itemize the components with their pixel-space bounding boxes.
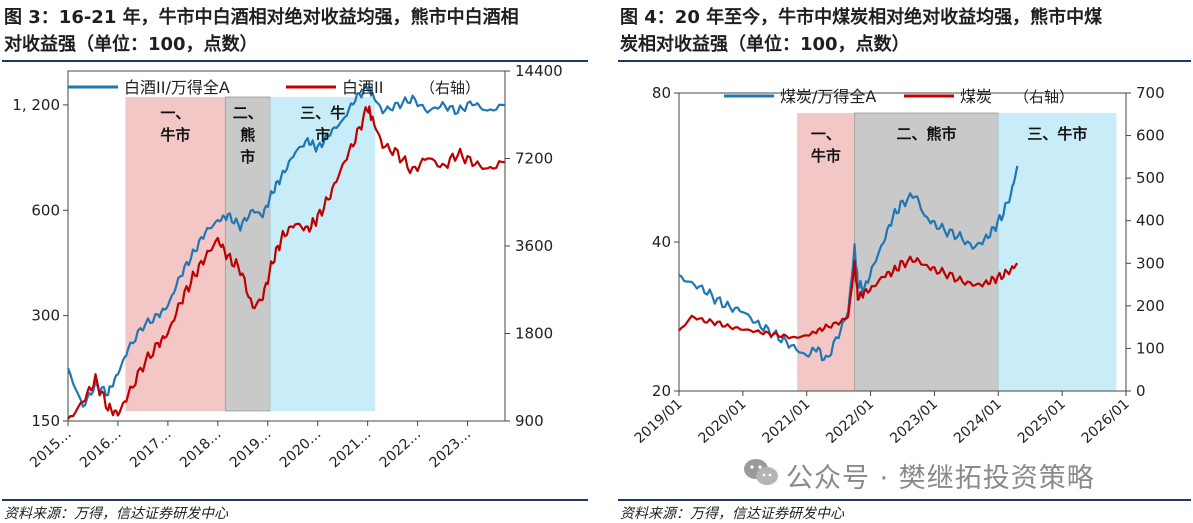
left-chart-legend-label-2: 白酒II	[342, 78, 383, 97]
right-chart-x-tick-label: 2023/01	[887, 396, 941, 447]
left-chart-shaded-region-3	[270, 97, 376, 411]
left-chart-y-left-tick-label: 150	[31, 412, 60, 430]
right-chart-region-1-label-2: 牛市	[811, 147, 841, 165]
right-chart-y-right-tick-label: 500	[1136, 169, 1165, 187]
left-chart-legend-label-1: 白酒II/万得全A	[124, 78, 230, 97]
right-chart-legend-label-1: 煤炭/万得全A	[780, 87, 876, 106]
right-chart-x-tick-label: 2025/01	[1015, 396, 1069, 447]
right-title-rule	[618, 60, 1191, 62]
right-chart-region-3-label-1: 三、牛市	[1027, 125, 1087, 143]
left-chart-series-1-line	[66, 84, 506, 408]
right-chart-y-right-tick-label: 400	[1136, 212, 1165, 230]
left-chart-x-tick-label: 2023…	[427, 426, 475, 471]
left-chart-y-left-tick-label: 300	[31, 307, 60, 325]
left-chart-x-tick-label: 2017…	[127, 426, 175, 471]
right-chart-y-right-tick-label: 700	[1136, 84, 1165, 102]
right-chart-y-right-tick-label: 200	[1136, 297, 1165, 315]
left-chart-x-tick-label: 2022…	[377, 426, 425, 471]
left-chart-y-right-tick-label: 1800	[515, 325, 553, 343]
left-chart-x-tick-label: 2016…	[77, 426, 125, 471]
left-chart-series-2-line	[67, 105, 506, 420]
right-chart-x-tick-label: 2024/01	[951, 396, 1005, 447]
left-chart-y-left-tick-label: 1, 200	[12, 96, 60, 114]
right-chart-y-right-tick-label: 0	[1136, 382, 1146, 400]
left-chart-title-line2: 对收益强（单位：100，点数）	[4, 34, 258, 55]
wechat-icon	[744, 459, 778, 485]
left-chart-y-right-tick-label: 7200	[515, 150, 553, 168]
right-chart-region-1-label-1: 一、	[811, 125, 841, 143]
right-chart-y-left-tick-label: 20	[652, 382, 671, 400]
right-chart-region-2-label-1: 二、熊市	[896, 125, 956, 143]
right-chart-y-left-tick-label: 40	[652, 233, 671, 251]
right-source-note: 资料来源：万得，信达证券研发中心	[620, 506, 844, 522]
left-chart-y-right-tick-label: 900	[515, 412, 544, 430]
left-chart-region-1-label-2: 牛市	[160, 126, 190, 144]
right-chart-x-tick-label: 2022/01	[823, 396, 877, 447]
right-chart-legend-right-axis-note: （右轴）	[1014, 88, 1074, 106]
left-chart-x-tick-label: 2018…	[177, 426, 225, 471]
left-chart-plot	[63, 70, 510, 426]
right-chart-x-tick-label: 2026/01	[1079, 396, 1133, 447]
right-chart-y-left-tick-label: 80	[652, 84, 671, 102]
left-chart-x-tick-label: 2021…	[327, 426, 375, 471]
left-source-rule	[2, 499, 588, 501]
left-chart-shaded-region-2	[224, 96, 271, 412]
right-chart-title-line1: 图 4：20 年至今，牛市中煤炭相对绝对收益均强，熊市中煤	[620, 7, 1103, 28]
right-chart-x-tick-label: 2019/01	[632, 396, 686, 447]
left-chart-x-tick-label: 2020…	[277, 426, 325, 471]
left-chart-x-tick-label: 2015…	[27, 426, 75, 471]
left-chart-region-1-label-1: 一、	[160, 104, 190, 122]
right-chart-legend-label-2: 煤炭	[960, 87, 992, 106]
right-chart-y-right-tick-label: 300	[1136, 254, 1165, 272]
left-chart-region-2-label-2: 熊	[240, 126, 255, 144]
left-chart-region-2-label-3: 市	[240, 148, 255, 166]
right-chart-series-2-line	[678, 255, 1019, 340]
left-chart-x-tick-label: 2019…	[227, 426, 275, 471]
left-chart-shaded-region-1	[125, 97, 226, 411]
right-chart-shaded-region-2	[854, 112, 999, 392]
right-chart-plot	[674, 92, 1131, 396]
right-chart-y-right-tick-label: 600	[1136, 127, 1165, 145]
left-chart-region-3-label-2: 市	[315, 126, 330, 144]
left-chart-y-right-tick-label: 14400	[515, 62, 563, 80]
right-chart-x-tick-label: 2021/01	[759, 396, 813, 447]
left-chart-region-3-label-1: 三、牛	[300, 104, 345, 122]
right-chart-shaded-region-3	[998, 113, 1117, 391]
left-title-rule	[2, 60, 588, 62]
left-source-note: 资料来源：万得，信达证券研发中心	[4, 506, 228, 522]
left-chart-y-left-tick-label: 600	[31, 201, 60, 219]
right-chart-title-line2: 炭相对收益强（单位：100，点数）	[620, 34, 910, 55]
right-source-rule	[618, 499, 1191, 501]
right-chart-shaded-region-1	[797, 113, 855, 391]
left-chart-legend-right-axis-note: （右轴）	[420, 79, 480, 97]
watermark-text: 公众号 · 樊继拓投资策略	[786, 463, 1095, 494]
left-chart-y-right-tick-label: 3600	[515, 237, 553, 255]
right-chart-y-right-tick-label: 100	[1136, 339, 1165, 357]
right-chart-x-tick-label: 2020/01	[696, 396, 750, 447]
left-chart-title-line1: 图 3：16-21 年，牛市中白酒相对绝对收益均强，熊市中白酒相	[4, 7, 519, 28]
left-chart-region-2-label-1: 二、	[233, 104, 263, 122]
